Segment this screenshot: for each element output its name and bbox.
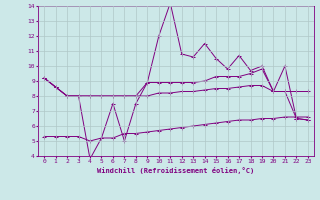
X-axis label: Windchill (Refroidissement éolien,°C): Windchill (Refroidissement éolien,°C): [97, 167, 255, 174]
